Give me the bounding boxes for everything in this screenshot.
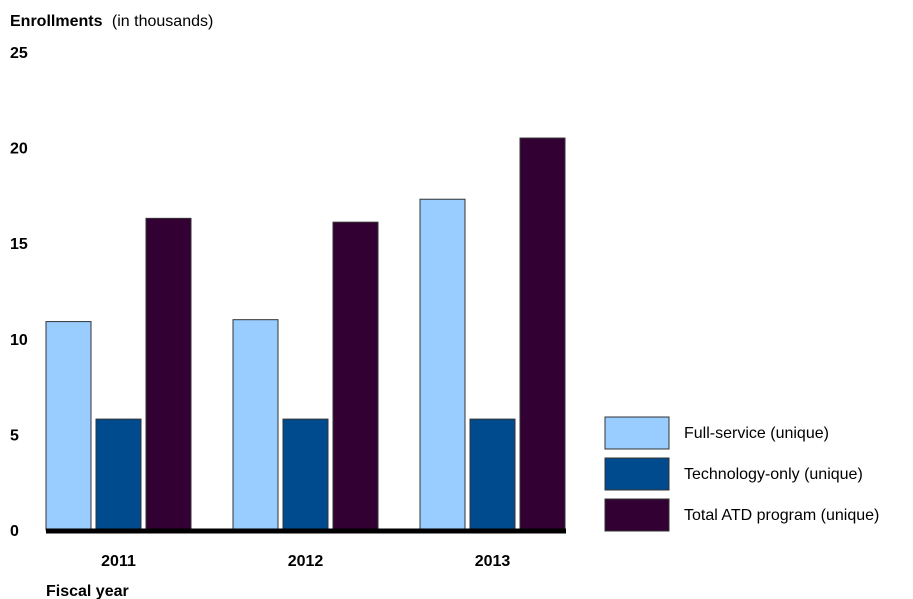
y-tick-label: 5: [10, 427, 19, 444]
x-category-label: 2012: [288, 553, 324, 570]
y-axis-title-main: Enrollments: [10, 13, 103, 30]
y-tick-label: 15: [10, 236, 28, 253]
y-tick-label: 10: [10, 332, 28, 349]
bar-2013-series-2: [519, 137, 566, 531]
legend-label: Technology-only (unique): [684, 466, 863, 483]
bars: [45, 137, 566, 531]
bar-2011-series-0: [45, 321, 92, 531]
x-axis-title: Fiscal year: [46, 583, 129, 599]
legend-swatch: [604, 416, 670, 450]
legend-label: Total ATD program (unique): [684, 507, 879, 524]
legend-label: Full-service (unique): [684, 425, 829, 442]
legend-swatch: [604, 457, 670, 491]
bar-2011-series-1: [95, 418, 142, 531]
bar-2012-series-1: [282, 418, 329, 531]
y-axis-title: Enrollments (in thousands): [10, 13, 213, 30]
bar-2012-series-0: [232, 319, 279, 531]
legend: Full-service (unique) Technology-only (un…: [604, 416, 879, 532]
bar-2011-series-2: [145, 217, 192, 531]
y-tick-label: 20: [10, 141, 28, 158]
y-tick-label: 0: [10, 523, 19, 540]
y-axis-ticks: 0 5 10 15 20 25: [10, 45, 28, 540]
legend-swatch: [604, 498, 670, 532]
x-category-label: 2013: [475, 553, 511, 570]
x-axis-categories: 2011 2012 2013: [101, 553, 510, 570]
bar-2013-series-0: [419, 198, 466, 531]
y-tick-label: 25: [10, 45, 28, 62]
bar-2012-series-2: [332, 221, 379, 531]
x-category-label: 2011: [101, 553, 136, 570]
y-axis-title-unit: (in thousands): [112, 13, 213, 30]
bar-2013-series-1: [469, 418, 516, 531]
